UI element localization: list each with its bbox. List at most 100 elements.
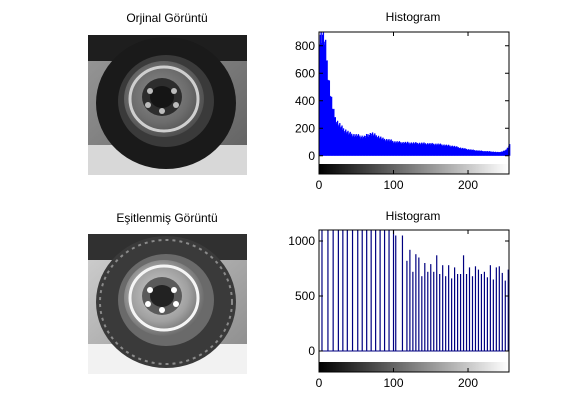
histogram-bar <box>409 144 411 156</box>
histogram-bar <box>342 129 344 156</box>
histogram-bar <box>464 148 466 156</box>
histogram-bar <box>458 148 460 156</box>
histogram-bar <box>386 138 388 156</box>
histogram-bar <box>417 144 419 156</box>
histogram-bar <box>442 145 445 156</box>
x-tick-label: 200 <box>458 178 478 192</box>
histogram-bar <box>468 149 470 156</box>
histogram-bar <box>486 151 488 156</box>
histogram-bar <box>386 141 389 156</box>
histogram-bar <box>438 145 440 156</box>
histogram-bar <box>369 133 372 156</box>
histogram-bar <box>473 150 475 156</box>
histogram-bar <box>357 134 360 156</box>
histogram-bar <box>359 138 362 156</box>
histogram-bar <box>403 143 405 156</box>
histogram-bar <box>338 124 340 156</box>
histogram-bar <box>348 134 350 156</box>
histogram-bar <box>509 144 511 156</box>
histogram-bar <box>488 151 490 156</box>
histogram-bar <box>500 151 503 156</box>
histogram-bar <box>479 151 481 156</box>
histogram-bar <box>439 143 442 156</box>
histogram-bar <box>351 136 354 156</box>
histogram-bar <box>434 144 436 156</box>
histogram-bar <box>467 149 469 156</box>
histogram-bar <box>415 143 418 156</box>
histogram-bar <box>465 148 468 156</box>
histogram-bar <box>384 141 386 156</box>
histogram-bar <box>327 79 329 156</box>
histogram-bar <box>490 151 492 156</box>
histogram-bar <box>336 120 339 156</box>
histogram-bar <box>494 151 497 156</box>
histogram-bar <box>339 128 342 156</box>
histogram-bar <box>426 144 428 156</box>
histogram-bar <box>346 132 348 156</box>
histogram-bar <box>482 151 485 156</box>
histogram-bar <box>371 133 373 156</box>
histogram-bar <box>456 147 459 156</box>
y-tick-label: 800 <box>295 39 315 53</box>
histogram-bar <box>408 142 410 156</box>
histogram-bar <box>498 152 500 156</box>
histogram-bar <box>339 123 341 156</box>
histogram-bar <box>383 140 385 156</box>
histogram-bar <box>374 133 376 156</box>
histogram-bar <box>506 149 508 156</box>
histogram-bar <box>345 129 347 156</box>
x-tick-label: 0 <box>316 178 323 192</box>
histogram-bar <box>421 144 424 156</box>
histogram-bar <box>325 60 328 156</box>
histogram-bar <box>465 149 467 156</box>
histogram-bar <box>453 146 455 156</box>
y-tick-label: 0 <box>308 149 315 163</box>
histogram-bar <box>378 138 380 156</box>
histogram-bar <box>406 141 409 156</box>
histogram-bar <box>388 139 390 156</box>
histogram-bar <box>413 144 415 156</box>
histogram-bar <box>506 147 509 156</box>
axes-frame <box>318 229 510 373</box>
histogram-bar <box>459 147 461 156</box>
histogram-bar <box>395 142 398 156</box>
histogram-bar <box>462 147 464 156</box>
histogram-bar <box>427 143 429 156</box>
histogram-bar <box>380 139 383 156</box>
histogram-bar <box>354 137 356 156</box>
histogram-bar <box>373 134 375 156</box>
histogram-bar <box>320 32 322 156</box>
histogram-bar <box>327 80 330 156</box>
histogram-bar <box>370 135 372 156</box>
histogram-bar <box>451 145 453 156</box>
original-tire-image <box>88 35 247 175</box>
histogram-bar <box>450 146 452 156</box>
histogram-bar <box>321 43 323 156</box>
histogram-bar <box>345 133 348 156</box>
histogram-bar <box>368 136 370 156</box>
histogram-bar <box>456 146 458 156</box>
histogram-bar <box>324 41 326 156</box>
histogram-bar <box>494 151 496 156</box>
histogram-bar <box>492 151 494 156</box>
histogram-bar <box>504 150 506 156</box>
histogram-2-title: Histogram <box>385 209 441 223</box>
histogram-bar <box>360 137 363 156</box>
histogram-bar <box>365 133 368 156</box>
histogram-bar <box>497 152 500 156</box>
histogram-bar <box>395 143 397 156</box>
histogram-bar <box>482 150 484 156</box>
histogram-bar <box>379 137 381 156</box>
histogram-bar <box>401 142 404 156</box>
histogram-bar <box>495 152 497 156</box>
histogram-bar <box>392 143 395 156</box>
histogram-bar <box>340 126 342 156</box>
histogram-bar <box>364 137 366 156</box>
histogram-bar <box>333 117 336 156</box>
histogram-bar <box>352 135 354 156</box>
histogram-bar <box>487 151 489 156</box>
histogram-bar <box>422 143 424 156</box>
y-tick-label: 200 <box>295 121 315 135</box>
histogram-bar <box>424 144 426 156</box>
